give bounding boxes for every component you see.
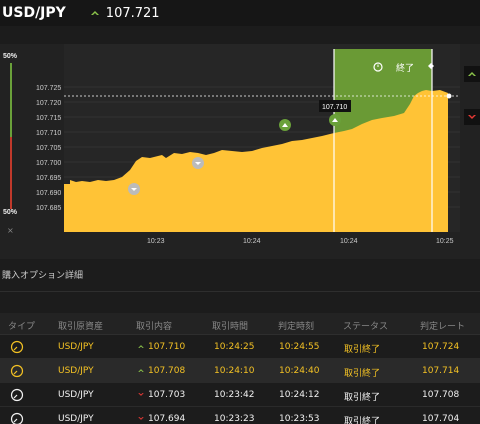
column-header: 取引内容 [136, 322, 173, 332]
currency-pair-title: USD/JPY [2, 5, 66, 21]
asset-cell: USD/JPY [58, 390, 94, 400]
up-arrow-icon [138, 369, 144, 372]
status-cell: 取引終了 [344, 345, 381, 355]
y-tick: 107.725 [36, 85, 61, 92]
judge-time-cell: 10:24:12 [279, 390, 320, 400]
trade-content-cell: 107.694 [137, 414, 185, 424]
judge-rate-cell: 107.704 [422, 414, 460, 424]
down-arrow-icon [468, 115, 476, 119]
judge-time-cell: 10:23:53 [279, 414, 320, 424]
trade-time-cell: 10:23:23 [214, 414, 255, 424]
y-tick: 107.690 [36, 190, 61, 197]
down-arrow-icon [138, 393, 144, 396]
price-chart: 107.725 107.720 107.715 107.710 107.705 … [36, 44, 460, 245]
y-tick: 107.720 [36, 100, 61, 107]
table-row[interactable]: USD/JPY 107.703 10:23:42 10:24:12 取引終了 1… [0, 383, 480, 407]
column-header: 判定時刻 [278, 322, 315, 332]
price-area [64, 90, 448, 232]
ratio-close-button[interactable]: × [7, 226, 14, 235]
trade-time-cell: 10:24:10 [214, 366, 255, 376]
trade-content-cell: 107.710 [137, 342, 185, 352]
table-row[interactable]: USD/JPY 107.694 10:23:23 10:23:53 取引終了 1… [0, 407, 480, 424]
column-header: 判定レート [420, 322, 466, 332]
ratio-up-bar [10, 63, 12, 137]
y-tick: 107.710 [36, 130, 61, 137]
y-tick: 107.700 [36, 160, 61, 167]
asset-cell: USD/JPY [58, 414, 94, 424]
status-cell: 取引終了 [344, 417, 381, 424]
end-button[interactable]: 終了 [373, 62, 434, 74]
trade-marker-up-icon[interactable] [329, 114, 341, 126]
up-arrow-icon [138, 345, 144, 348]
header-bar: USD/JPY 107.721 [0, 0, 480, 26]
y-tick: 107.695 [36, 175, 61, 182]
asset-cell: USD/JPY [58, 342, 94, 352]
status-cell: 取引終了 [344, 393, 381, 403]
section-divider [0, 291, 480, 292]
entry-rate-box [319, 100, 351, 112]
up-arrow-icon [90, 11, 99, 15]
column-header: 取引原資産 [58, 322, 104, 332]
trade-time-cell: 10:24:25 [214, 342, 255, 352]
trade-content-cell: 107.708 [137, 366, 185, 376]
x-tick: 10:24 [243, 238, 261, 245]
table-header: タイプ 取引原資産 取引内容 取引時間 判定時刻 ステータス 判定レート [0, 313, 480, 335]
y-tick: 107.685 [36, 205, 61, 212]
section-title: 購入オプション詳細 [2, 271, 84, 281]
judge-time-cell: 10:24:40 [279, 366, 320, 376]
entry-rate-label: 107.710 [322, 104, 347, 111]
judge-rate-cell: 107.724 [422, 342, 460, 352]
y-tick: 107.715 [36, 115, 61, 122]
table-row[interactable]: USD/JPY 107.708 10:24:10 10:24:40 取引終了 1… [0, 359, 480, 383]
status-cell: 取引終了 [344, 369, 381, 379]
buy-high-button[interactable] [464, 66, 480, 82]
trade-marker-up-icon[interactable] [279, 119, 291, 131]
options-table: タイプ 取引原資産 取引内容 取引時間 判定時刻 ステータス 判定レート USD… [0, 313, 480, 424]
ratio-down-bar [10, 137, 12, 209]
chart-panel: 50% 50% × 107.725 107.720 107.715 107 [0, 44, 480, 259]
gauge-icon [10, 388, 24, 402]
y-tick: 107.705 [36, 145, 61, 152]
judge-time-cell: 10:24:55 [279, 342, 320, 352]
column-header: 取引時間 [212, 322, 249, 332]
up-arrow-icon [468, 72, 476, 76]
gauge-icon [10, 364, 24, 378]
trade-marker-down-icon[interactable] [192, 157, 204, 169]
x-tick: 10:24 [340, 238, 358, 245]
end-marker-icon [428, 63, 434, 69]
down-arrow-icon [138, 417, 144, 420]
judge-rate-cell: 107.714 [422, 366, 460, 376]
current-rate: 107.721 [105, 5, 160, 21]
gauge-icon [10, 340, 24, 354]
x-tick: 10:23 [147, 238, 165, 245]
end-label: 終了 [396, 62, 414, 74]
current-rate-dot [446, 93, 452, 99]
trade-content-cell: 107.703 [137, 390, 185, 400]
ratio-indicator: 50% 50% × [0, 44, 22, 259]
ratio-down-percent: 50% [3, 209, 18, 216]
trade-marker-down-icon[interactable] [128, 183, 140, 195]
table-row[interactable]: USD/JPY 107.710 10:24:25 10:24:55 取引終了 1… [0, 335, 480, 359]
judge-rate-cell: 107.708 [422, 390, 460, 400]
column-header: タイプ [8, 322, 36, 332]
trade-time-cell: 10:23:42 [214, 390, 255, 400]
ratio-up-percent: 50% [3, 53, 18, 60]
gauge-icon [10, 412, 24, 424]
x-tick: 10:25 [436, 238, 454, 245]
asset-cell: USD/JPY [58, 366, 94, 376]
buy-low-button[interactable] [464, 109, 480, 125]
column-header: ステータス [343, 322, 389, 332]
clock-icon [373, 62, 383, 72]
